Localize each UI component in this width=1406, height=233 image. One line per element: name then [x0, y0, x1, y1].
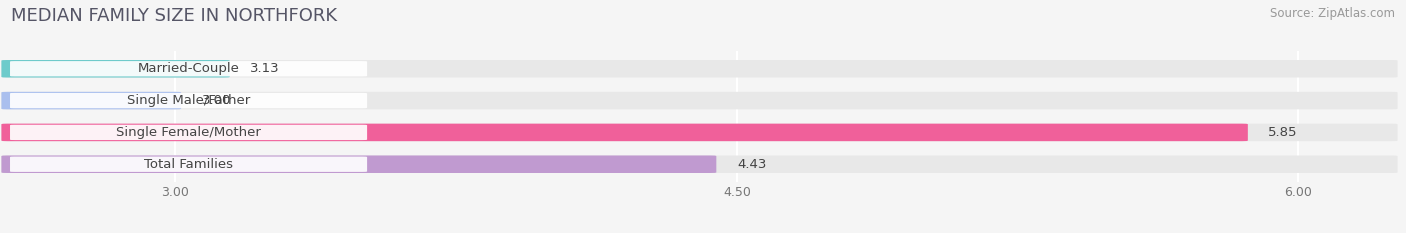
FancyBboxPatch shape — [1, 124, 1398, 141]
Text: 5.85: 5.85 — [1268, 126, 1298, 139]
Text: 3.13: 3.13 — [250, 62, 280, 75]
FancyBboxPatch shape — [1, 155, 1398, 173]
Text: MEDIAN FAMILY SIZE IN NORTHFORK: MEDIAN FAMILY SIZE IN NORTHFORK — [11, 7, 337, 25]
Text: Source: ZipAtlas.com: Source: ZipAtlas.com — [1270, 7, 1395, 20]
FancyBboxPatch shape — [10, 93, 367, 108]
Text: 4.43: 4.43 — [737, 158, 766, 171]
Text: Single Female/Mother: Single Female/Mother — [117, 126, 262, 139]
Text: Single Male/Father: Single Male/Father — [127, 94, 250, 107]
Text: Total Families: Total Families — [143, 158, 233, 171]
FancyBboxPatch shape — [10, 157, 367, 172]
FancyBboxPatch shape — [1, 60, 1398, 78]
FancyBboxPatch shape — [1, 155, 716, 173]
FancyBboxPatch shape — [1, 92, 181, 109]
Text: 3.00: 3.00 — [201, 94, 231, 107]
FancyBboxPatch shape — [1, 92, 1398, 109]
FancyBboxPatch shape — [10, 125, 367, 140]
FancyBboxPatch shape — [10, 61, 367, 76]
Text: Married-Couple: Married-Couple — [138, 62, 239, 75]
FancyBboxPatch shape — [1, 60, 229, 78]
FancyBboxPatch shape — [1, 124, 1249, 141]
